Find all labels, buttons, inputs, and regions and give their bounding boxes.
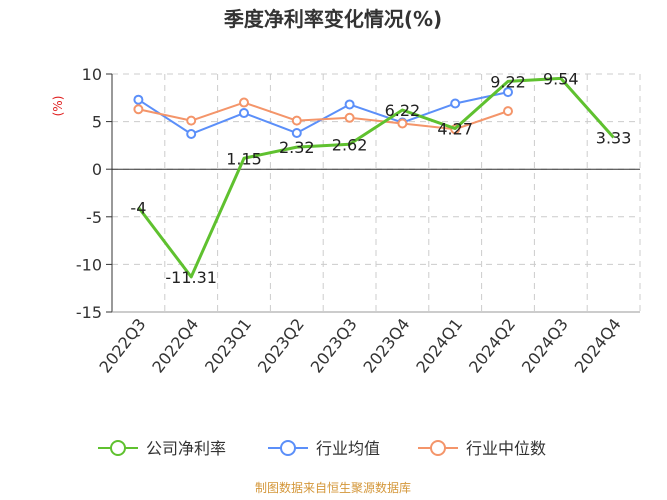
y-tick-label: -10 — [76, 255, 102, 274]
legend-label: 公司净利率 — [146, 439, 226, 458]
y-tick-label: 10 — [82, 65, 102, 84]
data-point — [239, 108, 249, 119]
x-tick-label: 2024Q3 — [518, 315, 572, 377]
legend-item: 行业中位数 — [418, 439, 546, 458]
series-line — [138, 101, 509, 131]
data-label: -4 — [130, 198, 146, 217]
y-tick-label: 0 — [92, 160, 102, 179]
series-0 — [137, 76, 615, 279]
x-tick-label: 2024Q2 — [465, 315, 519, 377]
chart-title: 季度净利率变化情况(%) — [223, 7, 442, 31]
data-point — [186, 115, 197, 126]
series-line — [137, 76, 615, 279]
x-tick-label: 2022Q4 — [148, 315, 202, 377]
data-label: 2.32 — [279, 138, 315, 157]
legend-marker — [110, 440, 126, 456]
data-labels: -4 -11.31 1.15 2.32 2.62 6.22 4.27 9.22 9.54 3.33 — [130, 69, 631, 286]
legend: 公司净利率 行业均值 行业中位数 — [98, 439, 546, 458]
data-point — [291, 128, 302, 139]
data-point — [450, 98, 461, 109]
data-label: 4.27 — [437, 120, 473, 139]
data-point — [503, 87, 513, 98]
legend-label: 行业中位数 — [466, 439, 546, 458]
x-tick-label: 2023Q3 — [307, 315, 361, 377]
y-tick-label: -15 — [76, 303, 102, 322]
data-label: -11.31 — [165, 268, 217, 287]
source-note: 制图数据来自恒生聚源数据库 — [255, 480, 411, 495]
data-point — [503, 106, 513, 117]
data-point — [239, 97, 249, 108]
y-tick-label: -5 — [86, 208, 102, 227]
data-label: 3.33 — [596, 128, 632, 147]
legend-item: 行业均值 — [268, 439, 380, 458]
x-tick-label: 2023Q2 — [254, 315, 308, 377]
legend-marker — [430, 440, 446, 456]
x-tick-label: 2023Q4 — [359, 315, 413, 377]
y-tick-label: 5 — [92, 113, 102, 132]
data-label: 9.54 — [543, 69, 579, 88]
data-point — [344, 99, 355, 110]
data-label: 2.62 — [332, 135, 368, 154]
legend-marker — [280, 440, 296, 456]
series-2 — [133, 97, 513, 135]
data-point — [133, 94, 144, 105]
x-tick-label: 2024Q1 — [412, 315, 466, 377]
legend-item: 公司净利率 — [98, 439, 226, 458]
x-tick-label: 2023Q1 — [201, 315, 255, 377]
data-label: 1.15 — [226, 149, 262, 168]
data-point — [344, 112, 355, 123]
y-axis-label: (%) — [51, 96, 65, 117]
data-point — [291, 115, 302, 126]
data-point — [186, 128, 197, 139]
x-tick-labels: 2022Q32022Q42023Q12023Q22023Q32023Q42024… — [95, 315, 624, 377]
x-tick-label: 2024Q4 — [571, 315, 625, 377]
data-label: 6.22 — [385, 101, 421, 120]
series-lines — [133, 76, 615, 279]
data-label: 9.22 — [490, 72, 526, 91]
data-point — [133, 104, 144, 115]
y-tick-labels: 10 5 0 -5 -10 -15 — [76, 65, 102, 322]
x-tick-label: 2022Q3 — [95, 315, 149, 377]
data-point — [397, 118, 408, 129]
legend-label: 行业均值 — [316, 439, 380, 458]
axes — [106, 73, 640, 313]
